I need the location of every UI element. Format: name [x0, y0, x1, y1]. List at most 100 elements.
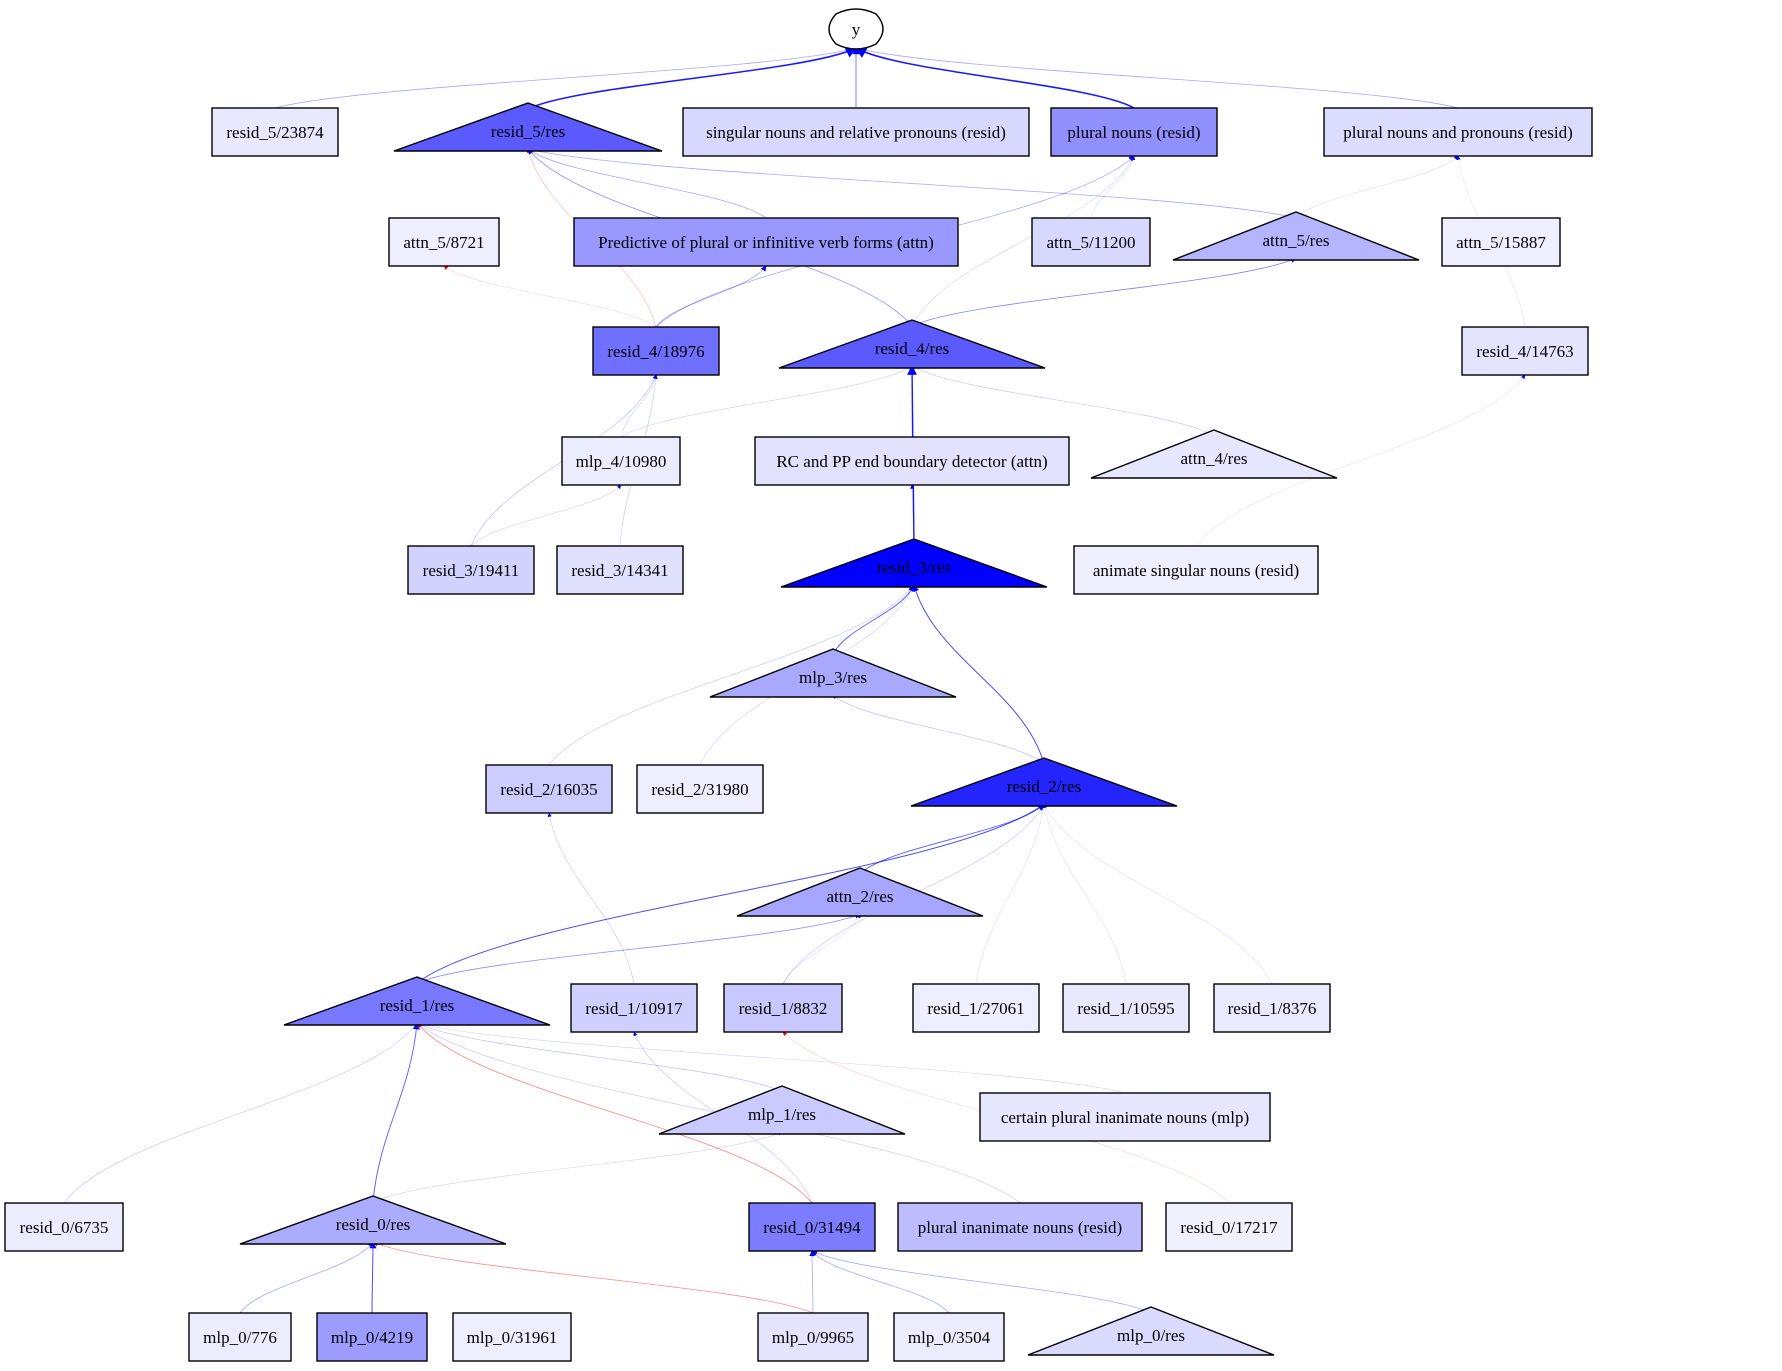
node-singular-nouns: singular nouns and relative pronouns (re… [682, 107, 1030, 157]
node-shape-mlp-4-10980 [561, 436, 681, 486]
node-certain-plural: certain plural inanimate nouns (mlp) [979, 1092, 1271, 1142]
node-shape-predictive-plural [573, 217, 959, 267]
node-label-mlp-1-res: mlp_1/res [748, 1105, 816, 1124]
node-shape-plural-nouns-pronouns [1323, 107, 1593, 157]
node-resid-4-14763: resid_4/14763 [1461, 326, 1589, 376]
node-resid-2-res: resid_2/res [910, 757, 1178, 807]
node-shape-resid-0-31494 [748, 1202, 876, 1252]
edge-resid-0-res-to-resid-1-res [372, 1022, 420, 1203]
node-predictive-plural: Predictive of plural or infinitive verb … [573, 217, 959, 267]
node-label-mlp-0-res: mlp_0/res [1117, 1326, 1185, 1345]
node-shape-mlp-0-3504 [893, 1312, 1005, 1362]
node-shape-resid-1-8376 [1213, 983, 1331, 1033]
node-resid-4-18976: resid_4/18976 [592, 326, 720, 376]
node-plural-nouns-pronouns: plural nouns and pronouns (resid) [1323, 107, 1593, 157]
node-attn-2-res: attn_2/res [736, 867, 984, 917]
node-label-mlp-4-10980: mlp_4/10980 [576, 452, 667, 471]
edge-plural-nouns-to-y [855, 47, 1135, 109]
node-label-singular-nouns: singular nouns and relative pronouns (re… [706, 123, 1006, 142]
node-label-mlp-0-9965: mlp_0/9965 [772, 1328, 854, 1347]
node-resid-5-res: resid_5/res [393, 102, 663, 152]
node-label-resid-4-res: resid_4/res [875, 339, 950, 358]
node-shape-attn-2-res [736, 867, 984, 917]
node-resid-0-17217: resid_0/17217 [1165, 1202, 1293, 1252]
edge-attn-2-res-to-resid-2-res [859, 803, 1045, 875]
node-shape-mlp-0-res [1027, 1306, 1275, 1356]
node-resid-0-res: resid_0/res [239, 1195, 507, 1245]
node-label-resid-3-res: resid_3/res [877, 558, 952, 577]
node-shape-resid-1-10917 [570, 983, 698, 1033]
edge-resid-5-res-to-y [527, 47, 858, 110]
edge-mlp-3-res-to-resid-3-res [832, 584, 915, 656]
node-resid-4-res: resid_4/res [778, 319, 1046, 369]
node-mlp-1-res: mlp_1/res [658, 1085, 906, 1135]
node-shape-resid-5-23874 [211, 107, 339, 157]
node-resid-1-10917: resid_1/10917 [570, 983, 698, 1033]
node-label-resid-4-14763: resid_4/14763 [1476, 342, 1573, 361]
edge-mlp-0-res-to-resid-0-31494 [811, 1250, 1152, 1314]
node-shape-mlp-1-res [658, 1085, 906, 1135]
node-label-certain-plural: certain plural inanimate nouns (mlp) [1001, 1108, 1249, 1127]
node-resid-3-res: resid_3/res [780, 538, 1048, 588]
node-label-attn-5-11200: attn_5/11200 [1046, 233, 1135, 252]
edge-resid-4-res-to-plural-nouns [911, 155, 1135, 327]
node-mlp-0-3504: mlp_0/3504 [893, 1312, 1005, 1362]
node-resid-1-27061: resid_1/27061 [912, 983, 1040, 1033]
node-plural-inanimate: plural inanimate nouns (resid) [897, 1202, 1143, 1252]
node-label-mlp-0-4219: mlp_0/4219 [331, 1328, 413, 1347]
node-shape-attn-5-8721 [388, 217, 500, 267]
edge-resid-1-8832-to-attn-2-res [782, 913, 861, 985]
node-label-plural-nouns: plural nouns (resid) [1067, 123, 1200, 142]
node-shape-resid-4-res [778, 319, 1046, 369]
node-label-resid-4-18976: resid_4/18976 [607, 342, 704, 361]
edge-resid-2-res-to-resid-3-res [912, 584, 1045, 765]
edge-resid-2-res-to-mlp-3-res [832, 694, 1045, 765]
edge-certain-plural-to-resid-1-res [416, 1021, 1126, 1094]
edge-attn-4-res-to-resid-4-res [911, 365, 1215, 437]
node-shape-certain-plural [979, 1092, 1271, 1142]
node-attn-4-res: attn_4/res [1090, 429, 1338, 479]
edge-resid-1-8376-to-resid-2-res [1043, 803, 1273, 985]
node-resid-1-res: resid_1/res [283, 976, 551, 1026]
node-resid-3-19411: resid_3/19411 [407, 545, 535, 595]
node-shape-plural-inanimate [897, 1202, 1143, 1252]
node-label-resid-5-23874: resid_5/23874 [226, 123, 324, 142]
node-shape-rc-pp-boundary [754, 436, 1070, 486]
node-shape-plural-nouns [1050, 107, 1218, 157]
edge-resid-4-18976-to-attn-5-8721 [443, 265, 657, 328]
node-label-mlp-0-3504: mlp_0/3504 [908, 1328, 991, 1347]
edge-resid-1-res-to-attn-2-res [416, 913, 861, 984]
node-shape-attn-5-15887 [1441, 217, 1561, 267]
node-shape-mlp-0-4219 [316, 1312, 428, 1362]
node-shape-mlp-0-776 [188, 1312, 292, 1362]
node-attn-5-8721: attn_5/8721 [388, 217, 500, 267]
edge-mlp-4-10980-to-resid-4-18976 [620, 374, 658, 438]
node-shape-mlp-0-9965 [757, 1312, 869, 1362]
edge-mlp-0-3504-to-resid-0-31494 [811, 1250, 950, 1314]
node-shape-resid-3-19411 [407, 545, 535, 595]
node-shape-resid-0-17217 [1165, 1202, 1293, 1252]
node-mlp-0-9965: mlp_0/9965 [757, 1312, 869, 1362]
edge-resid-2-16035-to-resid-3-res [548, 584, 915, 766]
node-label-attn-5-res: attn_5/res [1262, 231, 1329, 250]
edge-plural-nouns-pronouns-to-y [855, 46, 1459, 109]
edges-layer [63, 46, 1526, 1314]
edge-resid-0-31494-to-resid-1-res [416, 1022, 813, 1204]
node-animate-singular: animate singular nouns (resid) [1073, 545, 1319, 595]
node-label-resid-0-31494: resid_0/31494 [763, 1218, 861, 1237]
node-label-plural-inanimate: plural inanimate nouns (resid) [918, 1218, 1122, 1237]
node-y: y [828, 8, 884, 50]
edge-resid-0-res-to-mlp-1-res [372, 1131, 783, 1203]
node-plural-nouns: plural nouns (resid) [1050, 107, 1218, 157]
node-label-predictive-plural: Predictive of plural or infinitive verb … [598, 233, 934, 252]
edge-resid-1-10917-to-resid-2-16035 [547, 812, 635, 985]
node-shape-resid-2-res [910, 757, 1178, 807]
node-shape-resid-3-res [780, 538, 1048, 588]
node-resid-5-23874: resid_5/23874 [211, 107, 339, 157]
node-shape-attn-5-11200 [1031, 217, 1151, 267]
node-shape-attn-4-res [1090, 429, 1338, 479]
node-label-mlp-0-776: mlp_0/776 [203, 1328, 277, 1347]
node-label-resid-2-res: resid_2/res [1007, 777, 1082, 796]
node-label-resid-1-10917: resid_1/10917 [585, 999, 683, 1018]
